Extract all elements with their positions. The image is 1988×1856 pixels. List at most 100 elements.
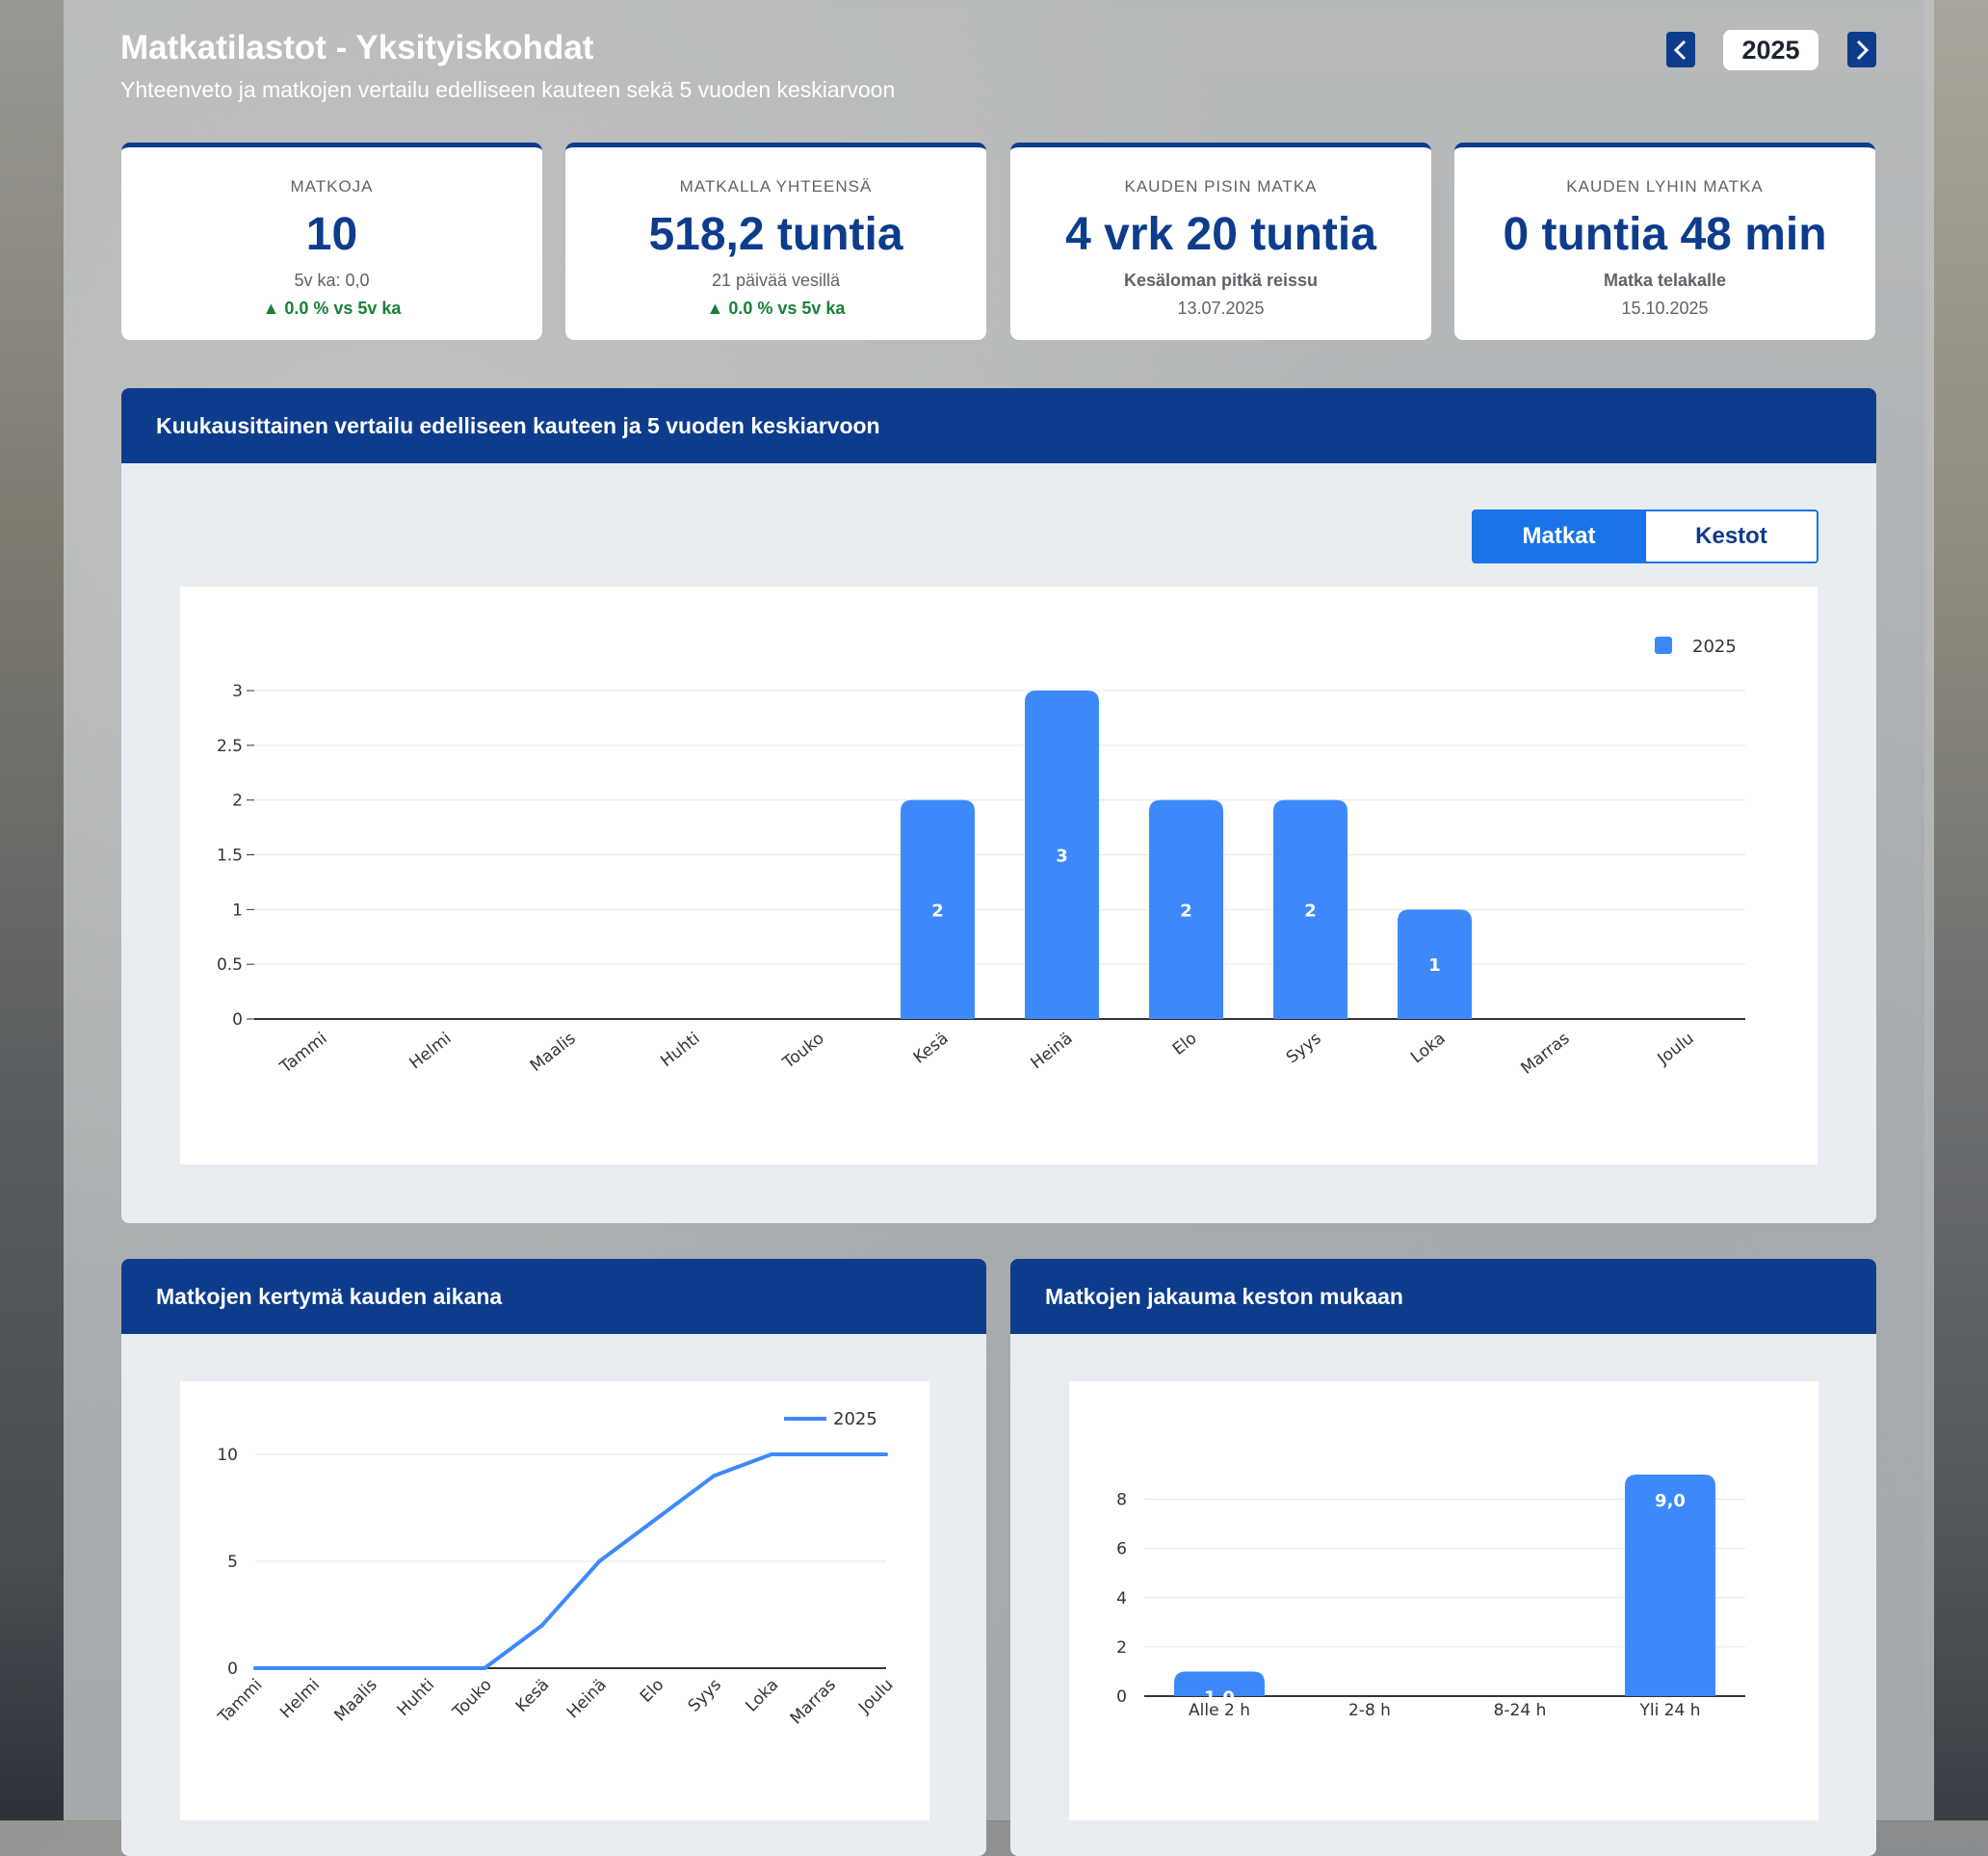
stat-label: KAUDEN LYHIN MATKA [1566, 177, 1764, 196]
y-tick-label: 1.5 [217, 847, 243, 866]
x-tick-label: Helmi [405, 1029, 455, 1073]
monthly-chart-box: 0 0.5 1 1.5 2 2.5 3 Tammi Helmi Maalis Huhti Touko 2… [180, 587, 1818, 1164]
monthly-bar-chart: 0 0.5 1 1.5 2 2.5 3 Tammi Helmi Maalis Huhti Touko 2… [217, 637, 1745, 1079]
x-tick-label: Tammi [214, 1675, 266, 1727]
y-tick-label: 5 [227, 1553, 238, 1572]
stat-sub: Kesäloman pitkä reissu [1123, 271, 1319, 290]
stat-value: 0 tuntia 48 min [1503, 209, 1827, 260]
x-tick-label: Maalis [527, 1029, 580, 1076]
x-tick-label: Heinä [563, 1675, 611, 1722]
stat-value: 10 [305, 209, 358, 260]
y-tick-label: 0 [232, 1010, 243, 1030]
bar [1025, 691, 1099, 1019]
page-subtitle: Yhteenveto ja matkojen vertailu edellise… [120, 77, 896, 102]
line-point [425, 1666, 430, 1670]
bar-value-label: 2 [1304, 901, 1317, 921]
bar [1398, 909, 1472, 1019]
y-tick-label: 6 [1116, 1540, 1127, 1559]
chevron-right-icon [1856, 39, 1870, 60]
stat-label: MATKALLA YHTEENSÄ [679, 177, 873, 196]
line-point [884, 1452, 888, 1456]
y-tick-label: 2 [232, 792, 243, 811]
y-tick-label: 0 [1116, 1687, 1127, 1707]
y-tick-label: 2 [1116, 1638, 1127, 1658]
line-point [483, 1666, 487, 1670]
x-tick-label: Touko [778, 1029, 827, 1073]
stat-date: 13.07.2025 [1177, 299, 1265, 318]
cumulative-chart-box: 0 5 10 Tammi Helmi Maalis Huhti Touko Kesä Heinä E… [180, 1381, 929, 1820]
bar [1149, 799, 1223, 1019]
stat-label: MATKOJA [290, 177, 374, 196]
card-title: Kuukausittainen vertailu edelliseen kaut… [121, 388, 1876, 463]
stat-value: 4 vrk 20 tuntia [1065, 209, 1376, 260]
x-tick-label: Heinä [1028, 1029, 1077, 1073]
stat-sub: 21 päivää vesillä [711, 271, 841, 290]
chevron-left-icon [1673, 39, 1687, 60]
stat-card-total-time: MATKALLA YHTEENSÄ 518,2 tuntia 21 päivää… [565, 143, 986, 340]
stat-trend: ▲ 0.0 % vs 5v ka [262, 299, 402, 318]
page-title: Matkatilastot - Yksityiskohdat [120, 29, 594, 66]
legend-label: 2025 [833, 1409, 877, 1429]
y-tick-label: 8 [1116, 1491, 1127, 1510]
y-tick-label: 1 [232, 901, 243, 920]
x-tick-label: Joulu [854, 1675, 897, 1717]
bar [1273, 799, 1347, 1019]
bar [1174, 1671, 1265, 1696]
card-title: Matkojen jakauma keston mukaan [1010, 1259, 1876, 1334]
x-tick-label: Marras [1518, 1029, 1574, 1079]
x-tick-label: Elo [637, 1675, 667, 1706]
card-title: Matkojen kertymä kauden aikana [121, 1259, 986, 1334]
x-tick-label: Marras [787, 1675, 840, 1728]
line-point [769, 1452, 773, 1456]
year-display: 2025 [1723, 30, 1818, 70]
next-year-button[interactable] [1847, 32, 1876, 67]
x-tick-label: 2-8 h [1348, 1701, 1391, 1720]
x-tick-label: Yli 24 h [1638, 1701, 1700, 1720]
y-tick-label: 4 [1116, 1589, 1127, 1608]
legend-label: 2025 [1692, 637, 1737, 657]
bar-value-label: 3 [1056, 847, 1068, 867]
stat-card-shortest-trip: KAUDEN LYHIN MATKA 0 tuntia 48 min Matka… [1454, 143, 1875, 340]
bar-value-label: 2 [1180, 901, 1192, 921]
background-left [0, 0, 64, 1820]
line-point [597, 1559, 602, 1563]
x-tick-label: Syys [1283, 1029, 1325, 1067]
background-right [1924, 0, 1988, 1820]
x-tick-label: Kesä [910, 1029, 953, 1067]
line-point [712, 1474, 717, 1478]
toggle-trips-button[interactable]: Matkat [1472, 510, 1646, 563]
line-point [253, 1666, 257, 1670]
x-tick-label: Huhti [394, 1675, 438, 1719]
stat-label: KAUDEN PISIN MATKA [1124, 177, 1318, 196]
y-tick-label: 10 [217, 1446, 238, 1465]
line-point [826, 1452, 831, 1456]
stat-trend: ▲ 0.0 % vs 5v ka [706, 299, 846, 318]
x-tick-label: Syys [685, 1675, 725, 1715]
toggle-durations-button[interactable]: Kestot [1646, 510, 1818, 563]
stat-card-longest-trip: KAUDEN PISIN MATKA 4 vrk 20 tuntia Kesäl… [1010, 143, 1431, 340]
x-tick-label: Joulu [1654, 1029, 1698, 1069]
bar-value-label: 2 [931, 901, 944, 921]
x-tick-label: Touko [449, 1675, 496, 1722]
previous-year-button[interactable] [1666, 32, 1695, 67]
line-point [539, 1623, 544, 1628]
x-tick-label: 8-24 h [1494, 1701, 1547, 1720]
x-tick-label: Kesä [512, 1675, 553, 1715]
bar-value-label: 1,0 [1204, 1687, 1235, 1708]
stat-sub: Matka telakalle [1603, 271, 1727, 290]
stat-card-trips: MATKOJA 10 5v ka: 0,0 ▲ 0.0 % vs 5v ka [121, 143, 542, 340]
x-tick-label: Alle 2 h [1189, 1701, 1250, 1720]
x-tick-label: Tammi [275, 1029, 330, 1078]
y-tick-label: 0.5 [217, 955, 243, 975]
legend-swatch [1655, 637, 1672, 654]
y-tick-label: 0 [227, 1660, 238, 1679]
bar-value-label: 9,0 [1655, 1491, 1686, 1511]
x-tick-label: Huhti [657, 1029, 703, 1071]
y-tick-label: 3 [232, 682, 243, 701]
x-tick-label: Loka [1407, 1029, 1449, 1067]
x-tick-label: Loka [742, 1675, 782, 1715]
view-toggle: Matkat Kestot [1472, 510, 1818, 563]
stat-date: 15.10.2025 [1621, 299, 1709, 318]
x-tick-label: Maalis [330, 1675, 380, 1725]
